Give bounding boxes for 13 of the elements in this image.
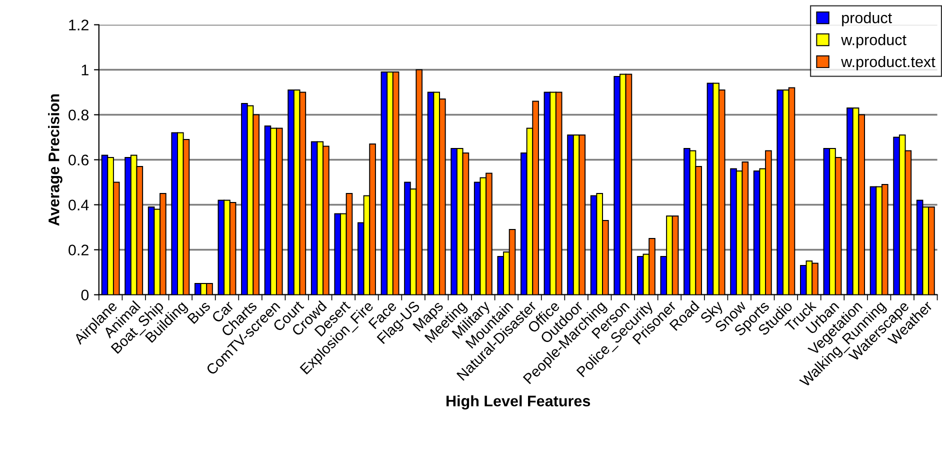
y-tick-label: 1.2 <box>69 20 88 30</box>
y-tick-label: 0.6 <box>68 154 89 166</box>
legend-label: w.product <box>841 34 906 48</box>
x-tick-label: Bus <box>187 300 211 324</box>
y-tick-label: 0.2 <box>68 244 88 256</box>
y-tick-label: 1 <box>82 64 88 76</box>
x-axis-title: High Level Features <box>446 395 590 410</box>
legend-label: product <box>842 12 892 26</box>
y-tick-label: 0.8 <box>68 110 89 120</box>
y-tick-label: 0.4 <box>68 200 89 210</box>
legend-label: w.product.text <box>841 56 936 70</box>
y-tick-label: 0 <box>81 290 89 300</box>
y-axis-title: Average Precision <box>48 94 62 226</box>
